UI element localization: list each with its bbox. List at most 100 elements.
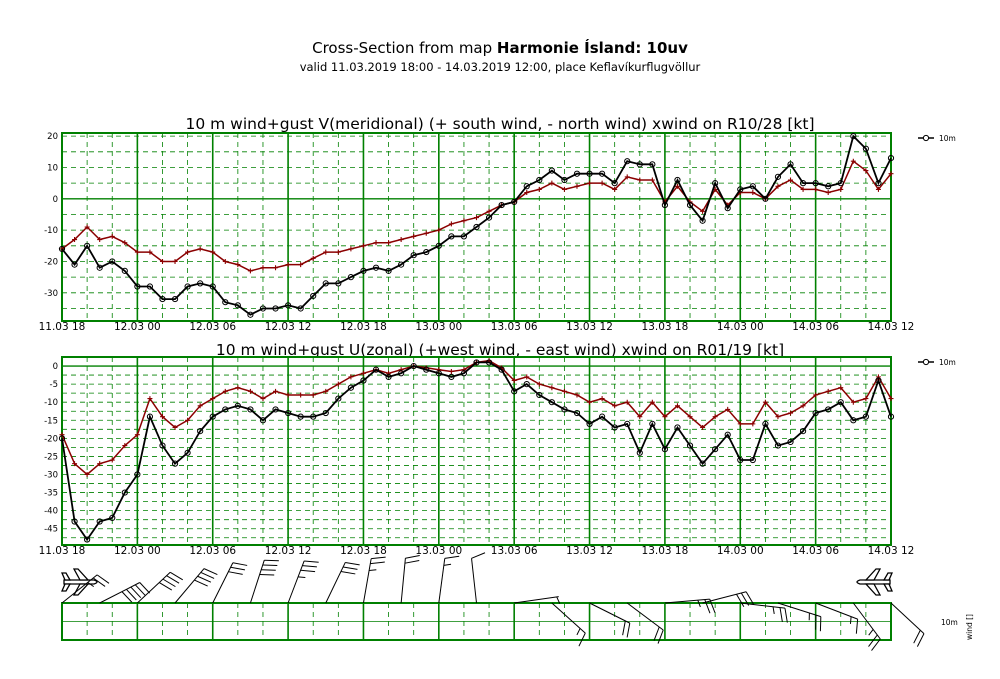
gust-point — [813, 186, 819, 192]
wind-barb — [99, 582, 151, 604]
gust-point — [436, 227, 442, 233]
x-tick-label: 13.03 00 — [415, 545, 462, 557]
gust-point — [398, 237, 404, 243]
gust-point — [260, 396, 266, 402]
gust-point — [775, 414, 781, 420]
subtitle: valid 11.03.2019 18:00 - 14.03.2019 12:0… — [299, 60, 701, 74]
gust-point — [612, 403, 618, 409]
wind-point — [322, 409, 329, 417]
wind-point — [737, 186, 744, 193]
x-tick-label: 11.03 18 — [39, 321, 86, 333]
gust-point — [323, 249, 329, 255]
legend-label: 10m — [939, 358, 956, 367]
wind-point — [837, 180, 844, 187]
wind-point — [222, 406, 229, 413]
wind-point — [762, 195, 769, 202]
gust-point — [147, 249, 153, 255]
gust-point — [524, 374, 530, 380]
x-tick-label: 14.03 00 — [717, 545, 764, 557]
wind-point — [536, 391, 543, 399]
gust-point — [373, 240, 379, 246]
wind-point — [724, 205, 731, 212]
x-tick-label: 12.03 06 — [189, 321, 236, 333]
gust-point — [888, 396, 894, 402]
wind-point — [511, 388, 518, 395]
gust-point — [624, 174, 630, 180]
x-tick-label: 13.03 12 — [566, 321, 613, 333]
gust-point — [448, 221, 454, 227]
wind-point — [372, 366, 380, 373]
chart-title-zonal: 10 m wind+gust U(zonal) (+west wind, - e… — [216, 341, 784, 359]
gust-point — [386, 370, 392, 376]
gust-point — [750, 190, 756, 196]
y-tick-label: 0 — [53, 362, 58, 372]
wind-point — [862, 145, 869, 152]
wind-point — [649, 420, 656, 427]
wind-point — [787, 161, 794, 168]
wind-point — [259, 417, 267, 424]
gust-point — [185, 249, 191, 255]
y-tick-label: -45 — [44, 525, 58, 535]
gust-point — [436, 367, 442, 373]
wind-barb — [551, 602, 586, 647]
gust-point — [700, 425, 706, 430]
gust-point — [235, 262, 241, 268]
wind-point — [121, 267, 128, 274]
y-tick-label: -30 — [44, 471, 58, 481]
wind-barb — [514, 596, 561, 604]
chart-panel-meridional: 10 m wind+gust V(meridional) (+ south wi… — [39, 115, 956, 333]
wind-point — [423, 248, 430, 256]
gust-point — [461, 218, 467, 224]
gust-point — [310, 392, 316, 398]
wind-point — [410, 362, 417, 370]
title-block: Cross-Section from map Harmonie Ísland: … — [0, 38, 1000, 75]
y-tick-label: -15 — [44, 416, 58, 426]
wind-point — [410, 252, 417, 259]
gust-point — [122, 443, 128, 449]
gust-point — [122, 240, 128, 246]
gust-point — [97, 237, 103, 243]
wind-point — [511, 198, 518, 206]
wind-point — [134, 471, 141, 478]
gust-point — [637, 177, 643, 183]
y-tick-label: -35 — [44, 489, 58, 499]
wind-point — [197, 280, 204, 287]
gust-point — [700, 208, 706, 214]
gust-point — [649, 399, 655, 405]
gust-point — [674, 183, 680, 189]
wind-point — [84, 242, 91, 249]
x-tick-label: 14.03 06 — [792, 545, 839, 557]
wind-point — [887, 154, 895, 162]
wind-point — [774, 173, 782, 180]
wind-point — [787, 438, 794, 446]
x-tick-label: 13.03 00 — [415, 321, 462, 333]
wind-point — [661, 446, 669, 453]
wind-point — [184, 283, 191, 290]
wind-point — [159, 442, 166, 449]
gust-point — [134, 432, 140, 438]
wind-point — [498, 201, 505, 209]
wind-point — [624, 420, 631, 427]
wind-point — [473, 223, 480, 231]
wind-point — [699, 217, 706, 224]
wind-point — [71, 518, 78, 525]
wind-point — [887, 413, 895, 420]
gust-point — [109, 233, 115, 239]
wind-point — [850, 417, 857, 424]
wind-point — [712, 446, 719, 453]
gust-point — [549, 385, 555, 391]
wind-point — [586, 170, 593, 177]
y-tick-label: 0 — [53, 195, 58, 205]
gust-point — [72, 237, 78, 243]
wind-point — [548, 167, 555, 174]
wind-barb — [852, 602, 881, 651]
wind-point — [58, 435, 66, 442]
airplane-right-icon — [856, 568, 893, 596]
wind-point — [297, 413, 304, 420]
gust-point — [235, 385, 241, 391]
gust-point — [561, 186, 567, 192]
wind-point — [586, 420, 593, 427]
gust-point — [335, 381, 341, 387]
wind-point — [674, 176, 681, 184]
wind-point — [146, 283, 154, 290]
